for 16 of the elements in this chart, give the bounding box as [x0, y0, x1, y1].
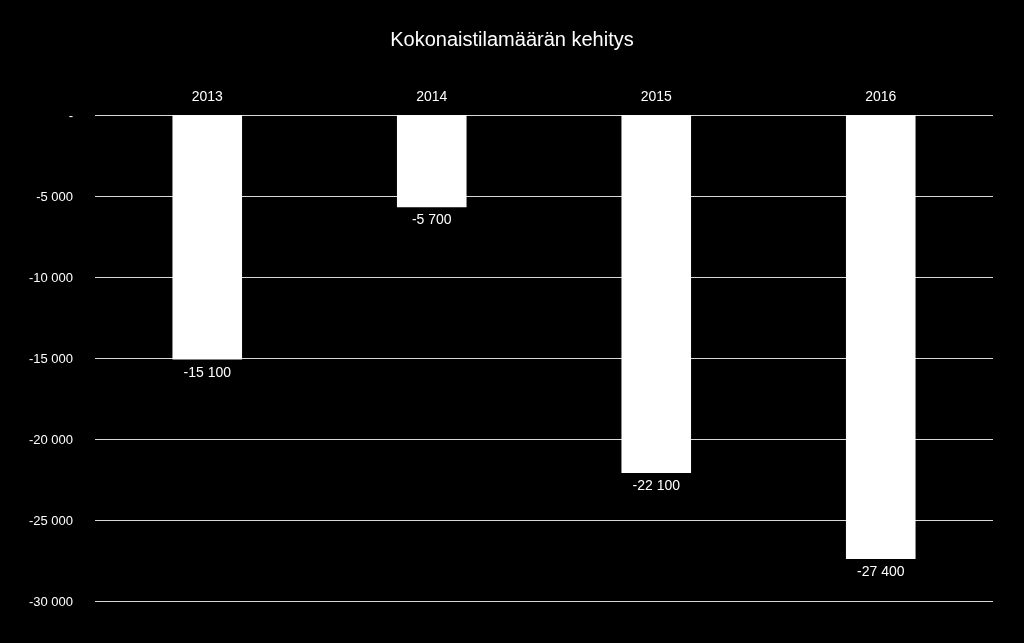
x-tick-label: 2015: [640, 88, 673, 104]
data-label: -22 100: [632, 477, 681, 494]
x-tick-label: 2016: [865, 88, 897, 104]
data-label: -15 100: [183, 363, 232, 380]
y-tick-label: -5 000: [36, 188, 73, 204]
y-tick-label: -: [68, 107, 73, 123]
y-tick-label: -30 000: [28, 593, 73, 609]
x-tick-label: 2013: [191, 88, 224, 104]
x-tick-label: 2014: [416, 88, 448, 104]
data-label: -5 700: [411, 211, 452, 228]
y-tick-label: -20 000: [28, 431, 73, 447]
y-tick-label: -10 000: [28, 269, 73, 285]
y-tick-label: -15 000: [28, 350, 73, 366]
data-label: -27 400: [857, 562, 905, 579]
y-tick-label: -25 000: [28, 512, 73, 528]
chart-title: Kokonaistilamäärän kehitys: [390, 28, 634, 50]
